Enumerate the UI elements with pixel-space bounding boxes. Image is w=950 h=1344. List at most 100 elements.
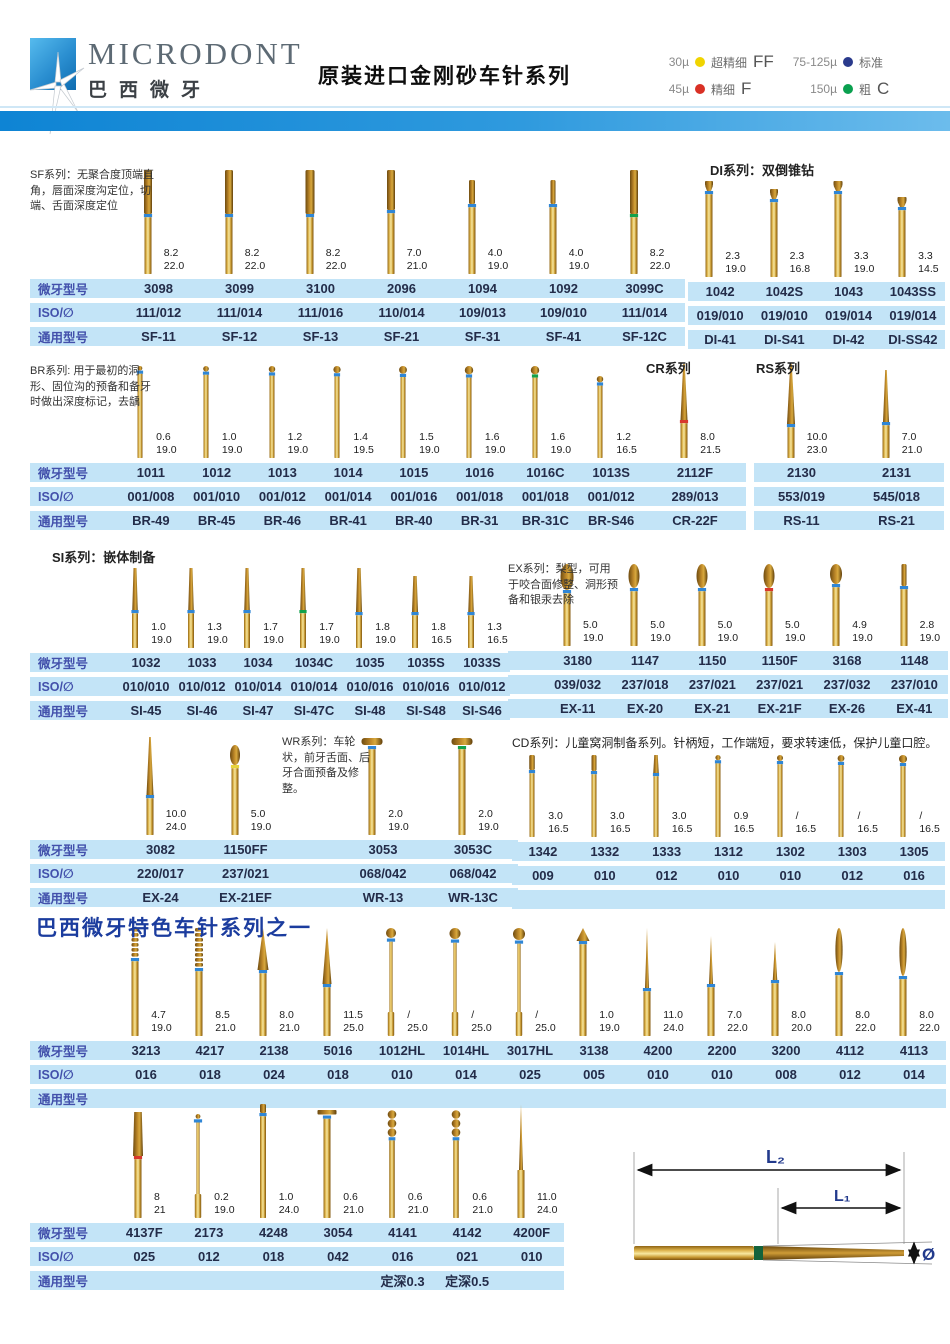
bur-cell: 10.0 23.0 [754,362,849,458]
bur-cell: 1.2 16.5 [578,364,644,458]
bur-dimensions: 4.0 19.0 [569,247,589,274]
table-row: 289/013 [644,487,746,506]
iso-cell: 237/021 [688,677,736,692]
section-cr-series: CR系列 8.0 21.5 2112F 289/013 CR-22F [644,360,746,530]
head-diameter-value: 10.0 [165,807,187,820]
model-cell: 1092 [549,281,578,296]
model-cell: 1148 [900,653,929,668]
model-cell: 1043SS [889,284,936,299]
head-diameter-value: 3.0 [548,809,563,822]
bur-dimensions: 4.0 19.0 [488,247,508,274]
table-row [512,890,945,909]
head-diameter-value: 3.3 [853,249,869,262]
cone-bur-icon [322,928,332,1036]
common-cell: BR-31 [460,513,499,528]
head-diameter-value: 4.0 [568,246,584,259]
iso-cell: 025 [519,1067,541,1082]
row-label: ISO/∅ [38,1250,74,1264]
common-cell: SI-46 [186,703,218,718]
needle-bur-icon [771,942,780,1036]
model-cell: 1094 [468,281,497,296]
bur-row: 2.0 19.0 2.0 19.0 [282,733,518,835]
taper-bur-icon [467,576,475,648]
needle-bur-icon [517,1104,525,1218]
head-diameter-value: 8.2 [325,246,341,259]
common-cell: DI-41 [704,332,737,347]
section-special-series: 巴西微牙特色车针系列之一 4.7 19.0 8.5 21.0 8.0 21.0 11.5 25.… [30,912,946,1108]
section-cd-series: CD系列：儿童窝洞制备系列。针柄短，工作端短，要求转速低，保护儿童口腔。 3.0 1… [512,735,945,909]
section-bottom-series: 8 21 0.2 19.0 1.0 24.0 0.6 21.0 0.6 21.0 0.6 21.0 11… [30,1100,564,1290]
model-cell: 1035S [407,655,445,670]
head-diameter-value: 1.3 [207,620,222,633]
bur-dimensions: 5.0 19.0 [718,619,738,646]
common-cell: DI-S41 [764,332,805,347]
iso-cell: 010 [593,868,616,883]
model-cell: 1033 [187,655,217,670]
iso-cell: 010/014 [234,679,282,694]
iso-cell: 068/042 [359,866,407,881]
section-rs-series: RS系列 10.0 23.0 7.0 21.0 2130 2131 553/019 545/01… [754,360,944,530]
iso-cell: 237/032 [823,677,871,692]
head-diameter-value: 3.0 [671,809,687,822]
bur-cell: 1.8 16.5 [398,566,454,648]
section-description: EX系列：梨型，可用于咬合面修整、洞形预备和银汞去除 [508,563,618,607]
brand-logo: MICRODONT 巴西微牙 [29,37,303,135]
total-length-value: 14.5 [918,263,939,276]
bur-cell: 2.3 19.0 [688,179,752,277]
head-diameter-value: 5.0 [650,618,665,631]
total-length-value: 16.5 [548,823,569,836]
iso-cell: 019/010 [696,308,744,323]
head-diameter-value: 11.0 [536,1190,557,1203]
taper-bur-icon [355,568,363,648]
head-diameter-value: 1.7 [263,620,278,633]
total-length-value: 19.0 [388,821,409,834]
table-row: 019/010 019/010 019/014 019/014 [688,306,945,325]
table-row: WR-13 WR-13C [282,888,518,907]
total-length-value: 22.0 [855,1022,876,1035]
model-cell: 1305 [899,844,929,859]
common-cell: RS-11 [783,513,820,528]
head-diameter-value: 2.0 [388,807,403,820]
bur-cell: /16.5 [821,753,883,837]
bur-cell: 7.0 22.0 [690,926,754,1036]
bur-dimensions: 1.2 16.5 [616,431,636,458]
bur-cell: 8.5 21.0 [178,926,242,1036]
bur-dimensions: /16.5 [857,810,877,837]
common-cell: EX-41 [896,701,933,716]
table-row: 1042 1042S 1043 1043SS [688,282,945,301]
wheel-bur-icon [361,738,383,835]
bur-dimensions: 10.0 24.0 [166,808,186,835]
common-cell: BR-45 [197,513,236,528]
bur-dimensions: 5.0 19.0 [583,619,603,646]
bur-dimensions: 7.0 21.0 [902,431,922,458]
common-cell: 定深0.3 [380,1274,425,1289]
grit-color-dot-icon [843,57,854,67]
bur-dimensions: 1.0 19.0 [599,1009,619,1036]
row-label: 通用型号 [38,1093,89,1107]
bur-dimensions: 10.0 23.0 [807,431,827,458]
bur-cell: 5.0 19.0 [679,562,746,646]
model-cell: 1302 [775,844,805,859]
common-cell: SI-47 [242,703,274,718]
common-cell: BR-46 [263,513,302,528]
bur-cell: 7.0 21.0 [361,168,442,274]
model-cell: 3054 [323,1225,353,1240]
dcone-bur-icon [769,189,778,277]
head-diameter-value: / [857,809,861,822]
table-row: 微牙型号 3082 1150FF [30,840,288,859]
head-diameter-value: 2.3 [725,249,741,262]
total-length-value: 16.5 [919,823,940,836]
ball-bur-icon [899,755,908,837]
cylinder-bur-icon [259,1104,267,1218]
model-cell: 4248 [258,1225,288,1240]
iso-cell: 111/014 [216,305,263,320]
common-cell: WR-13C [448,890,498,905]
bur-dimensions: 1.5 19.0 [419,431,439,458]
iso-cell: 220/017 [137,866,184,881]
iso-cell: 010 [717,868,740,883]
total-length-value: 21.0 [343,1204,364,1217]
head-diameter-value: / [535,1008,539,1021]
total-length-value: 19.0 [287,444,309,457]
section-si-series: SI系列：嵌体制备 1.0 19.0 1.3 19.0 1.7 19.0 1.7 19.0 1.8… [30,547,510,720]
section-description: CD系列：儿童窝洞制备系列。针柄短，工作端短，要求转速低，保护儿童口腔。 [512,736,938,750]
